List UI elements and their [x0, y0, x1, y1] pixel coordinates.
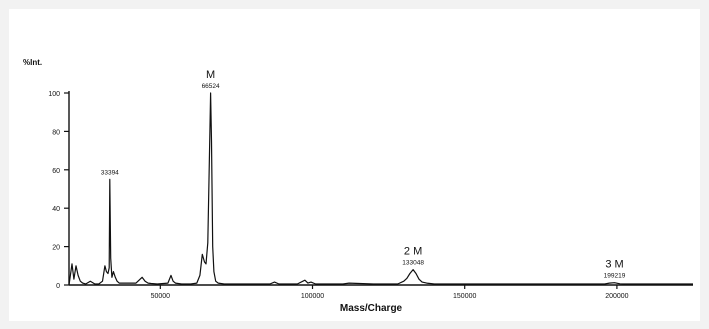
spectrum-line: [68, 92, 693, 286]
chart-panel: 0 20 40 60 80 100 50000 100000 150000 200000 %Int…: [9, 9, 700, 321]
species-annotation: 3 M: [605, 259, 623, 271]
x-tick-label: 200000: [605, 293, 628, 300]
peak-label: 133048: [402, 260, 424, 267]
y-axis-title: %Int.: [23, 58, 42, 67]
marks: [68, 92, 693, 286]
x-tick-label: 150000: [453, 293, 476, 300]
labels: %Int. Mass/Charge 33394 66524 133048 199219 M 2…: [23, 58, 626, 314]
y-tick-label: 60: [52, 168, 60, 175]
peak-label: 66524: [202, 83, 220, 90]
species-annotation: M: [206, 69, 215, 81]
peak-label: 199219: [604, 273, 626, 280]
y-tick-label: 20: [52, 245, 60, 252]
x-tick-label: 100000: [301, 293, 324, 300]
y-tick-label: 0: [56, 283, 60, 290]
x-tick-label: 50000: [151, 293, 171, 300]
spectrum-chart: 0 20 40 60 80 100 50000 100000 150000 200000 %Int…: [23, 58, 693, 314]
y-tick-label: 100: [48, 91, 60, 98]
peak-label: 33394: [101, 169, 119, 176]
axes: 0 20 40 60 80 100 50000 100000 150000 200000: [48, 91, 693, 300]
y-tick-label: 40: [52, 206, 60, 213]
y-tick-label: 80: [52, 129, 60, 136]
species-annotation: 2 M: [404, 246, 422, 258]
x-axis-title: Mass/Charge: [340, 303, 403, 314]
